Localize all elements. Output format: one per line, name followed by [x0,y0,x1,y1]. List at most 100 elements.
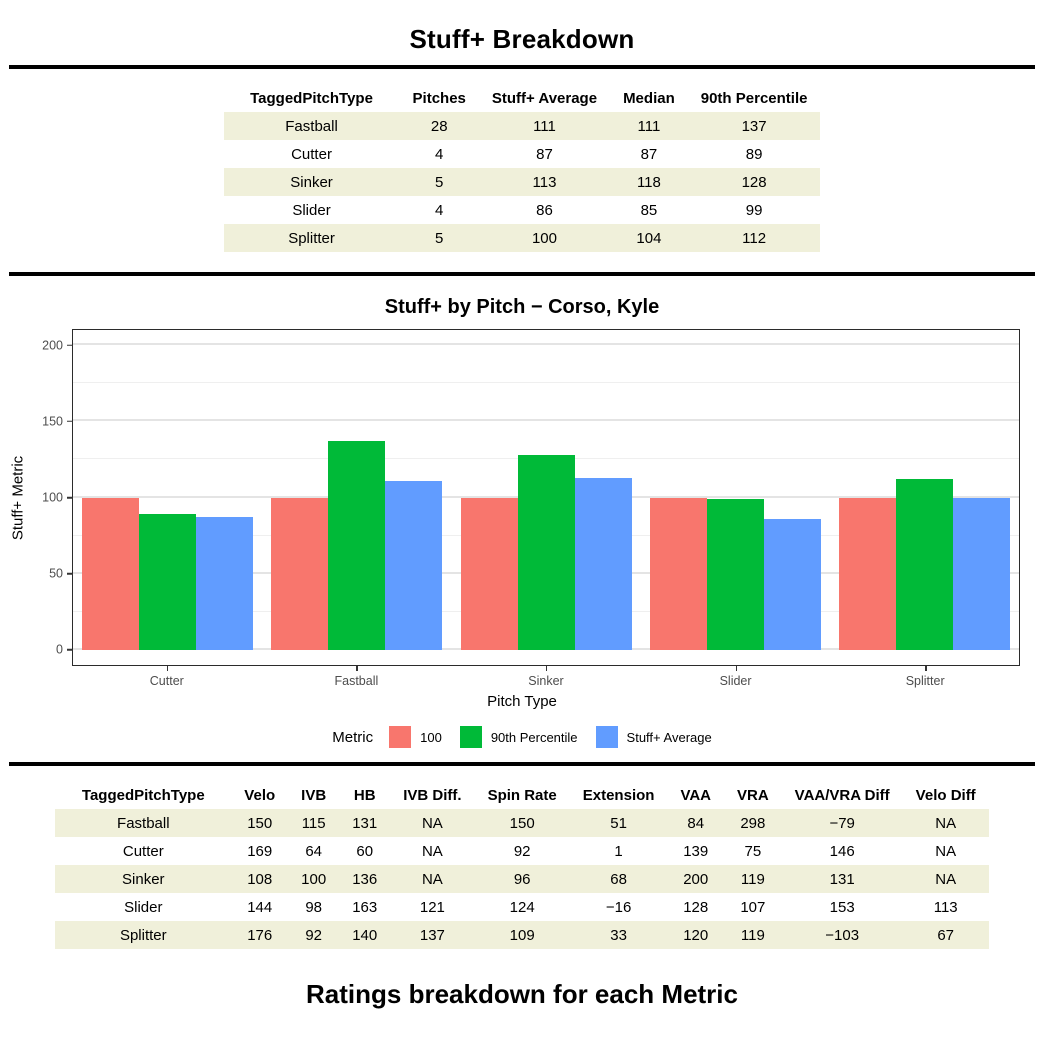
table-cell: 115 [288,809,340,837]
legend-swatch-100 [389,726,412,748]
table-cell: 99 [745,201,763,219]
column-header-velo-diff: Velo Diff [902,782,989,809]
y-axis-title: Stuff+ Metric [9,455,27,540]
table-cell: 92 [288,921,340,949]
separator-chart-top [9,272,1035,276]
bar-group-splitter [830,330,1019,665]
table-cell: −79 [781,809,903,837]
table-cell: 100 [478,224,611,252]
table-cell: 87 [536,145,553,163]
stuff-plus-bar-chart: Stuff+ by Pitch − Corso, Kyle Stuff+ Met… [0,296,1044,748]
bar-stuff-average-splitter [952,497,1010,650]
table-cell: 107 [740,898,766,916]
table-cell: 51 [569,809,668,837]
column-header-vaa: VAA [667,782,724,809]
table-row-slider: Slider 4 86 85 99 [224,196,821,224]
y-tick-mark [67,572,73,575]
column-header-vra: VRA [724,782,782,809]
table-cell: 84 [667,809,724,837]
table-cell: Slider [292,201,331,219]
table-cell: 131 [339,809,391,837]
table-cell: 298 [724,809,782,837]
table-cell: 118 [610,168,688,196]
table-cell: 119 [724,865,782,893]
bar-100-slider [649,497,707,650]
y-tick-label: 0 [56,642,63,657]
plot-panel: 0 50 100 150 200 [42,329,1020,666]
x-slot-cutter: Cutter [72,666,262,692]
table-cell: 100 [288,865,340,893]
table-cell: 163 [352,898,378,916]
table-cell: 128 [687,168,821,196]
y-tick-label: 150 [42,414,63,429]
table-row-splitter: Splitter 5 100 104 112 [223,224,821,252]
table-cell: 113 [933,898,958,916]
y-tick-label: 50 [49,566,63,581]
table-cell: 5 [399,168,479,196]
table-cell: NA [902,809,989,837]
table-row-sinker: Sinker 5 113 118 128 [223,168,821,196]
table-cell: 109 [474,921,570,949]
column-header-pitches: Pitches [399,85,479,112]
table-cell: 136 [339,865,391,893]
table-cell: 111 [478,112,611,140]
table-cell: 120 [667,921,724,949]
legend-label-100: 100 [420,729,442,745]
table-cell: 5 [399,224,479,252]
table-cell: 98 [305,898,323,916]
gridline-major [73,419,1019,422]
column-header-extension: Extension [569,782,668,809]
report: Stuff+ Breakdown TaggedPitchType Pitches S… [0,24,1044,1010]
bar-100-cutter [82,497,140,650]
table-cell: 33 [569,921,668,949]
table-cell: 86 [536,201,553,219]
table-header-row: TaggedPitchType Velo IVB HB IVB Diff. Spin Ra… [55,782,989,809]
x-tick-label-slider: Slider [719,674,752,688]
table-cell: 124 [509,898,535,916]
table-cell: 4 [435,201,444,219]
table-cell: 92 [513,842,531,860]
column-header-vaa-vra-diff: VAA/VRA Diff [781,782,903,809]
table-cell: 75 [744,842,762,860]
y-tick-label: 200 [42,337,63,352]
table-cell: 176 [231,921,289,949]
table-cell: −103 [781,921,903,949]
page-title: Stuff+ Breakdown [409,24,635,54]
bar-100-fastball [271,497,329,650]
table-cell: 139 [683,842,709,860]
bar-stuff-average-cutter [196,517,254,650]
table-cell: 137 [687,112,821,140]
table-cell: 140 [339,921,391,949]
table-cell: 153 [829,898,855,916]
bar-100-splitter [838,497,896,650]
x-tick-mark [925,666,927,671]
x-tick-label-sinker: Sinker [528,674,564,688]
column-header-90th-percentile: 90th Percentile [687,85,821,112]
x-axis-title: Pitch Type [487,693,557,710]
table-row-sinker: Sinker 108 100 136 NA 96 68 200 119 131 NA [55,865,989,893]
legend-swatch-stuff-average [595,726,618,748]
table-cell: Cutter [291,145,332,163]
legend-item-100: 100 [389,726,442,748]
chart-legend: Metric 100 90th Percentile Stuff+ Average [0,726,1044,748]
bar-groups [73,330,1019,665]
table-cell: 128 [683,898,709,916]
table-cell: 4 [435,145,444,163]
chart-body: Stuff+ Metric 0 50 100 150 200 [10,329,1020,666]
table-cell: 121 [419,898,445,916]
bar-group-slider [641,330,830,665]
x-tick-label-splitter: Splitter [905,674,945,688]
table-row-fastball: Fastball 28 111 111 137 [223,112,821,140]
table-cell: 150 [231,809,289,837]
bar-90th-percentile-fastball [328,441,386,650]
gridline-minor [73,382,1019,384]
table-cell: 131 [781,865,903,893]
table-cell: Sinker [223,168,400,196]
y-tick-mark [67,649,73,651]
x-tick-label-fastball: Fastball [334,674,379,688]
column-header-ivb: IVB [288,782,340,809]
x-tick-mark [356,666,358,671]
table-cell: 112 [687,224,821,252]
table-cell: 111 [610,112,688,140]
bars-fastball [262,330,451,650]
